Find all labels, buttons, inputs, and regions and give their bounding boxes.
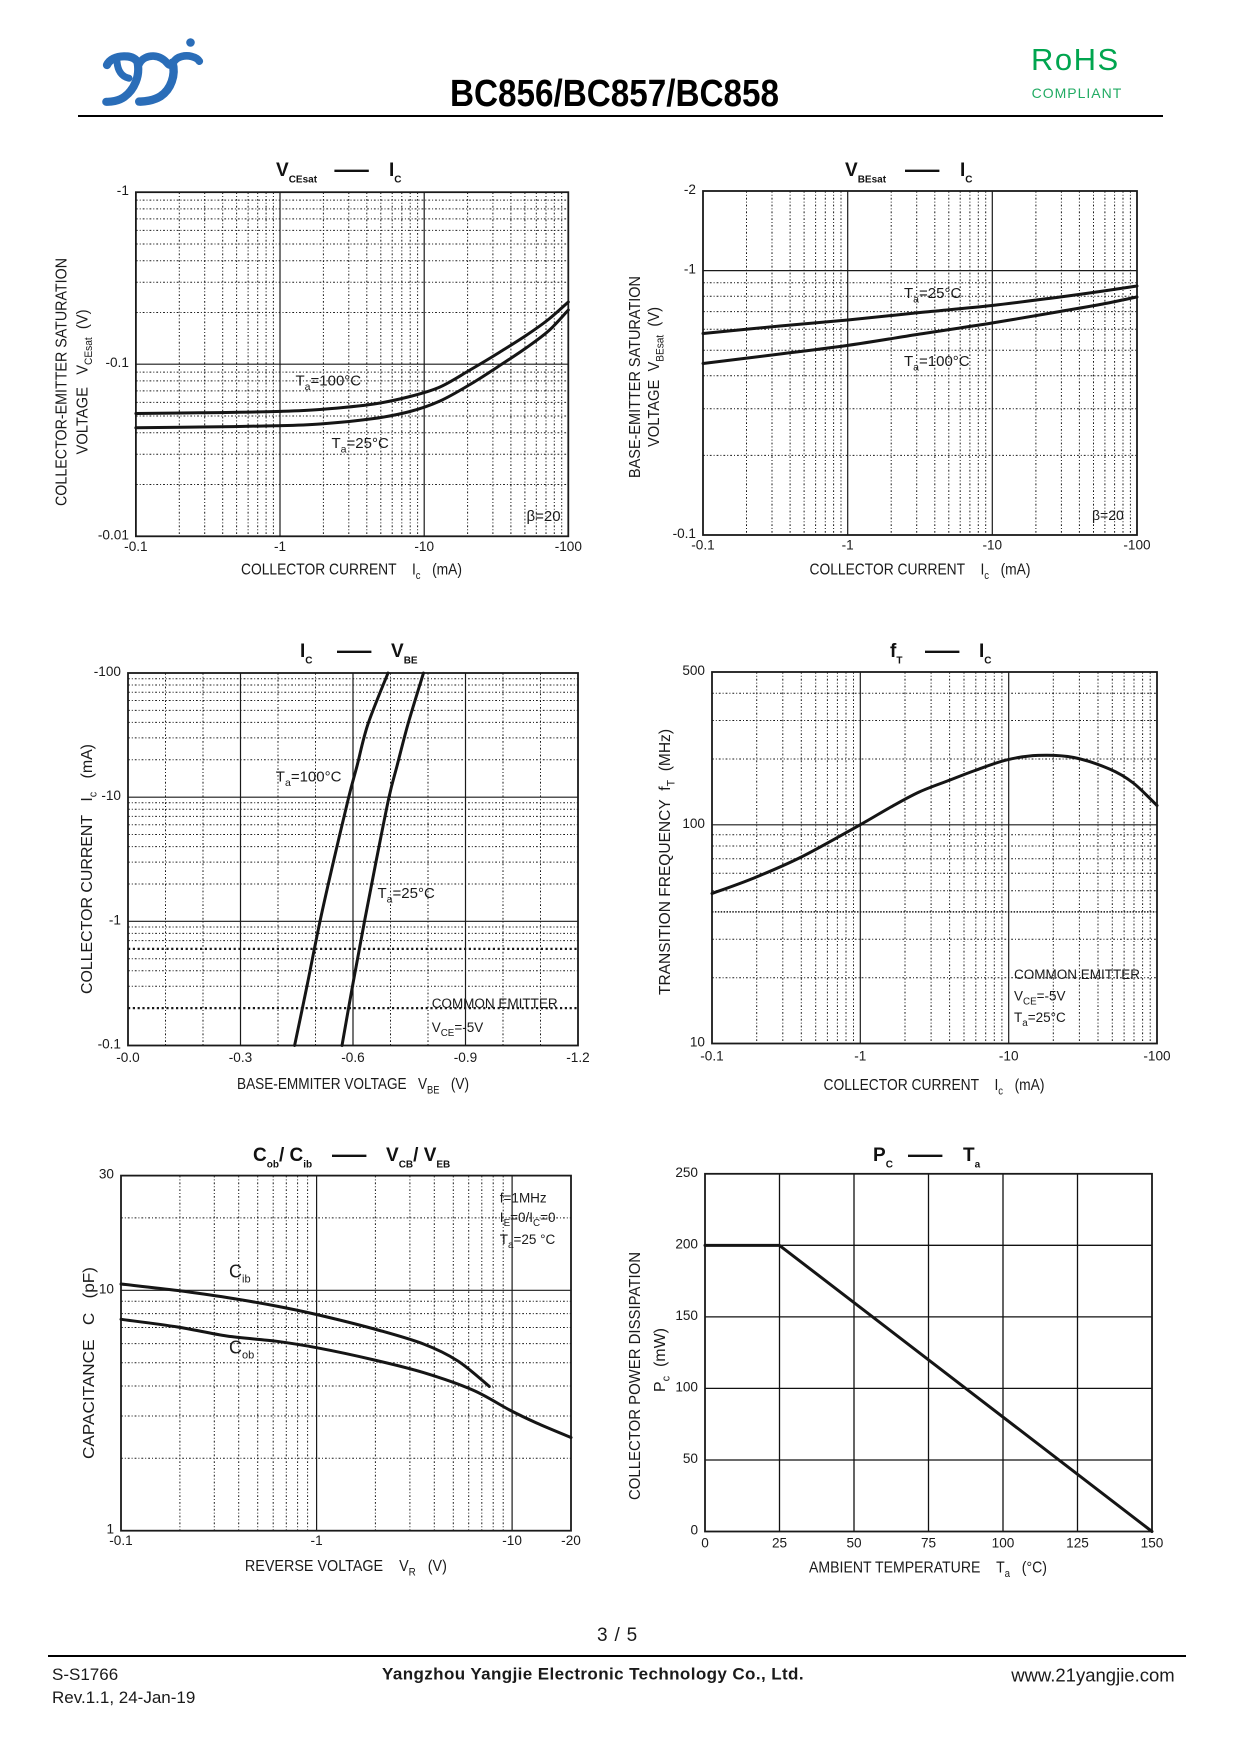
svg-text:-0.1: -0.1 — [124, 539, 147, 554]
svg-text:-1: -1 — [311, 1533, 323, 1548]
svg-text:1: 1 — [106, 1522, 114, 1537]
svg-text:250: 250 — [675, 1165, 698, 1180]
svg-text:AMBIENT TEMPERATURE Ta (°: AMBIENT TEMPERATURE Ta (°C) — [809, 1560, 1047, 1581]
svg-text:-100: -100 — [1123, 538, 1151, 553]
svg-text:200: 200 — [675, 1236, 698, 1251]
svg-text:COLLECTOR CURRENT Ic (mA): COLLECTOR CURRENT Ic (mA) — [824, 1077, 1045, 1098]
svg-text:3 / 5: 3 / 5 — [597, 1625, 638, 1646]
svg-text:Ta=25°C: Ta=25°C — [1014, 1010, 1066, 1029]
svg-text:f=1MHz: f=1MHz — [500, 1191, 547, 1206]
svg-text:Ta=100°C: Ta=100°C — [904, 353, 970, 374]
svg-text:-0.1: -0.1 — [109, 1533, 132, 1548]
svg-text:Pc (mW): Pc (mW) — [652, 1328, 673, 1392]
svg-text:-1: -1 — [842, 538, 854, 553]
svg-text:50: 50 — [683, 1451, 699, 1466]
svg-text:500: 500 — [682, 663, 705, 678]
svg-text:β=20: β=20 — [527, 508, 561, 525]
svg-text:150: 150 — [1141, 1536, 1164, 1551]
svg-text:BASE-EMMITER VOLTAGE VBE (: BASE-EMMITER VOLTAGE VBE (V) — [237, 1076, 469, 1097]
svg-text:100: 100 — [675, 1379, 698, 1394]
svg-text:-100: -100 — [1143, 1049, 1171, 1064]
svg-text:COMMON EMITTER: COMMON EMITTER — [1014, 967, 1140, 982]
svg-text:-10: -10 — [414, 539, 434, 554]
svg-text:25: 25 — [772, 1536, 787, 1551]
svg-text:β=20: β=20 — [1092, 507, 1124, 523]
svg-text:BASE-EMITTER SATURATION: BASE-EMITTER SATURATION — [627, 276, 644, 478]
svg-text:Ta=25 °C: Ta=25 °C — [500, 1232, 556, 1251]
svg-text:COMPLIANT: COMPLIANT — [1032, 85, 1123, 101]
svg-text:Ta=100°C: Ta=100°C — [276, 769, 342, 790]
svg-text:COMMON EMITTER: COMMON EMITTER — [432, 996, 558, 1011]
svg-text:Rev.1.1, 24-Jan-19: Rev.1.1, 24-Jan-19 — [52, 1688, 195, 1707]
svg-text:150: 150 — [675, 1308, 698, 1323]
svg-text:COLLECTOR CURRENT Ic (mA): COLLECTOR CURRENT Ic (mA) — [79, 744, 100, 994]
svg-text:-0.1: -0.1 — [673, 526, 696, 541]
svg-text:100: 100 — [992, 1536, 1015, 1551]
svg-text:-1: -1 — [684, 262, 696, 277]
svg-text:125: 125 — [1066, 1536, 1089, 1551]
svg-text:www.21yangjie.com: www.21yangjie.com — [1010, 1664, 1175, 1685]
svg-text:-1: -1 — [117, 183, 129, 198]
svg-text:COLLECTOR CURRENT Ic (mA): COLLECTOR CURRENT Ic (mA) — [810, 561, 1031, 582]
svg-text:-0.1: -0.1 — [700, 1049, 723, 1064]
svg-text:CAPACITANCE C (pF): CAPACITANCE C (pF) — [81, 1267, 98, 1459]
svg-text:-10: -10 — [502, 1533, 522, 1548]
svg-text:-1: -1 — [854, 1049, 866, 1064]
svg-text:COLLECTOR CURRENT Ic (mA): COLLECTOR CURRENT Ic (mA) — [241, 561, 462, 582]
svg-text:10: 10 — [99, 1281, 115, 1296]
svg-text:-0.3: -0.3 — [229, 1050, 252, 1065]
svg-text:-20: -20 — [561, 1533, 581, 1548]
svg-text:BC856/BC857/BC858: BC856/BC857/BC858 — [450, 73, 779, 115]
svg-text:50: 50 — [846, 1536, 862, 1551]
svg-text:-100: -100 — [94, 664, 122, 679]
svg-text:Ta=25°C: Ta=25°C — [378, 885, 435, 906]
svg-text:10: 10 — [690, 1035, 706, 1050]
svg-text:0: 0 — [690, 1523, 698, 1538]
svg-text:IE=0/IC=0: IE=0/IC=0 — [500, 1210, 556, 1229]
svg-text:REVERSE VOLTAGE VR (V): REVERSE VOLTAGE VR (V) — [245, 1558, 447, 1579]
svg-text:-10: -10 — [982, 538, 1002, 553]
svg-text:-10: -10 — [999, 1049, 1019, 1064]
svg-text:Yangzhou Yangjie Electronic Te: Yangzhou Yangjie Electronic Technology C… — [382, 1665, 804, 1684]
svg-text:-0.9: -0.9 — [454, 1050, 477, 1065]
svg-text:TRANSITION FREQUENCY fT (MHz: TRANSITION FREQUENCY fT (MHz) — [657, 729, 678, 995]
svg-text:COLLECTOR POWER DISSIPATION: COLLECTOR POWER DISSIPATION — [627, 1252, 644, 1500]
svg-text:-0.1: -0.1 — [691, 538, 714, 553]
svg-text:Ta=100°C: Ta=100°C — [296, 373, 362, 394]
svg-text:100: 100 — [682, 816, 705, 831]
svg-text:75: 75 — [921, 1536, 936, 1551]
svg-text:-0.1: -0.1 — [98, 1037, 121, 1052]
svg-text:30: 30 — [99, 1167, 115, 1182]
svg-text:-0.01: -0.01 — [98, 527, 129, 542]
svg-text:RoHS: RoHS — [1031, 42, 1120, 77]
svg-text:-0.0: -0.0 — [116, 1050, 140, 1065]
svg-text:-0.6: -0.6 — [341, 1050, 364, 1065]
svg-text:-1: -1 — [274, 539, 286, 554]
svg-text:-0.1: -0.1 — [105, 355, 128, 370]
svg-text:-1: -1 — [109, 912, 121, 927]
svg-text:S-S1766: S-S1766 — [52, 1665, 118, 1684]
svg-text:-2: -2 — [684, 182, 696, 197]
svg-text:0: 0 — [701, 1536, 709, 1551]
svg-text:COLLECTOR-EMITTER SATURATION: COLLECTOR-EMITTER SATURATION — [54, 258, 71, 506]
svg-text:-10: -10 — [101, 788, 121, 803]
svg-text:Ta=25°C: Ta=25°C — [904, 285, 961, 306]
svg-text:Ta=25°C: Ta=25°C — [332, 435, 389, 456]
svg-text:-1.2: -1.2 — [566, 1050, 589, 1065]
svg-text:-100: -100 — [555, 539, 583, 554]
